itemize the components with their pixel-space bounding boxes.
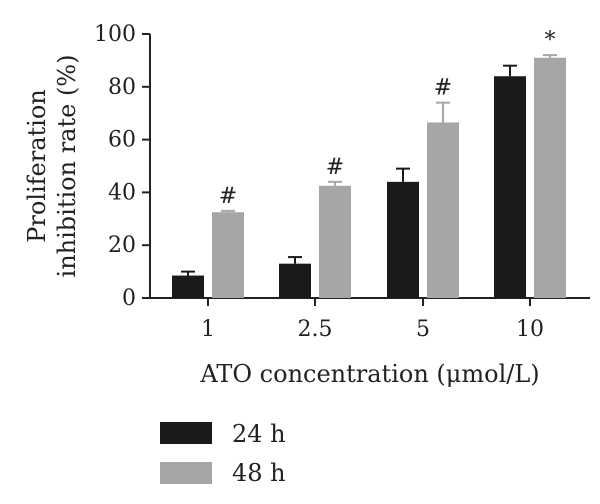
y-axis-title-line-2: inhibition rate (%) bbox=[53, 55, 81, 278]
y-tick-label: 0 bbox=[122, 286, 136, 311]
significance-mark: * bbox=[545, 28, 556, 53]
plot-area: 0 20 40 60 80 100 1 #2.5 #5 #10 * bbox=[94, 22, 590, 342]
bar-48h-3 bbox=[427, 122, 459, 298]
x-tick-label: 1 bbox=[201, 317, 215, 342]
x-tick-label: 5 bbox=[416, 317, 430, 342]
significance-mark: # bbox=[434, 76, 452, 101]
bar-24h-3 bbox=[387, 181, 419, 298]
y-axis-title: Proliferation inhibition rate (%) bbox=[23, 55, 81, 278]
y-tick-label: 60 bbox=[108, 128, 136, 153]
legend-label-24h: 24 h bbox=[232, 420, 286, 448]
significance-mark: # bbox=[219, 184, 237, 209]
legend-swatch-24h bbox=[160, 422, 212, 444]
bar-24h-2 bbox=[279, 263, 311, 298]
y-tick-label: 20 bbox=[108, 233, 136, 258]
legend: 24 h 48 h bbox=[160, 420, 286, 487]
x-tick-label: 10 bbox=[516, 317, 544, 342]
y-axis-title-line-1: Proliferation bbox=[23, 89, 51, 243]
legend-swatch-48h bbox=[160, 462, 212, 484]
bar-48h-4 bbox=[534, 57, 566, 299]
x-axis-title: ATO concentration (μmol/L) bbox=[199, 360, 539, 388]
bar-48h-2 bbox=[319, 185, 351, 298]
bar-24h-1 bbox=[172, 275, 204, 298]
y-tick-label: 100 bbox=[94, 22, 136, 47]
bar-24h-4 bbox=[494, 76, 526, 299]
significance-mark: # bbox=[326, 155, 344, 180]
y-tick-label: 80 bbox=[108, 75, 136, 100]
y-tick-label: 40 bbox=[108, 180, 136, 205]
x-tick-label: 2.5 bbox=[298, 317, 333, 342]
bar-48h-1 bbox=[212, 212, 244, 298]
legend-label-48h: 48 h bbox=[232, 459, 286, 487]
